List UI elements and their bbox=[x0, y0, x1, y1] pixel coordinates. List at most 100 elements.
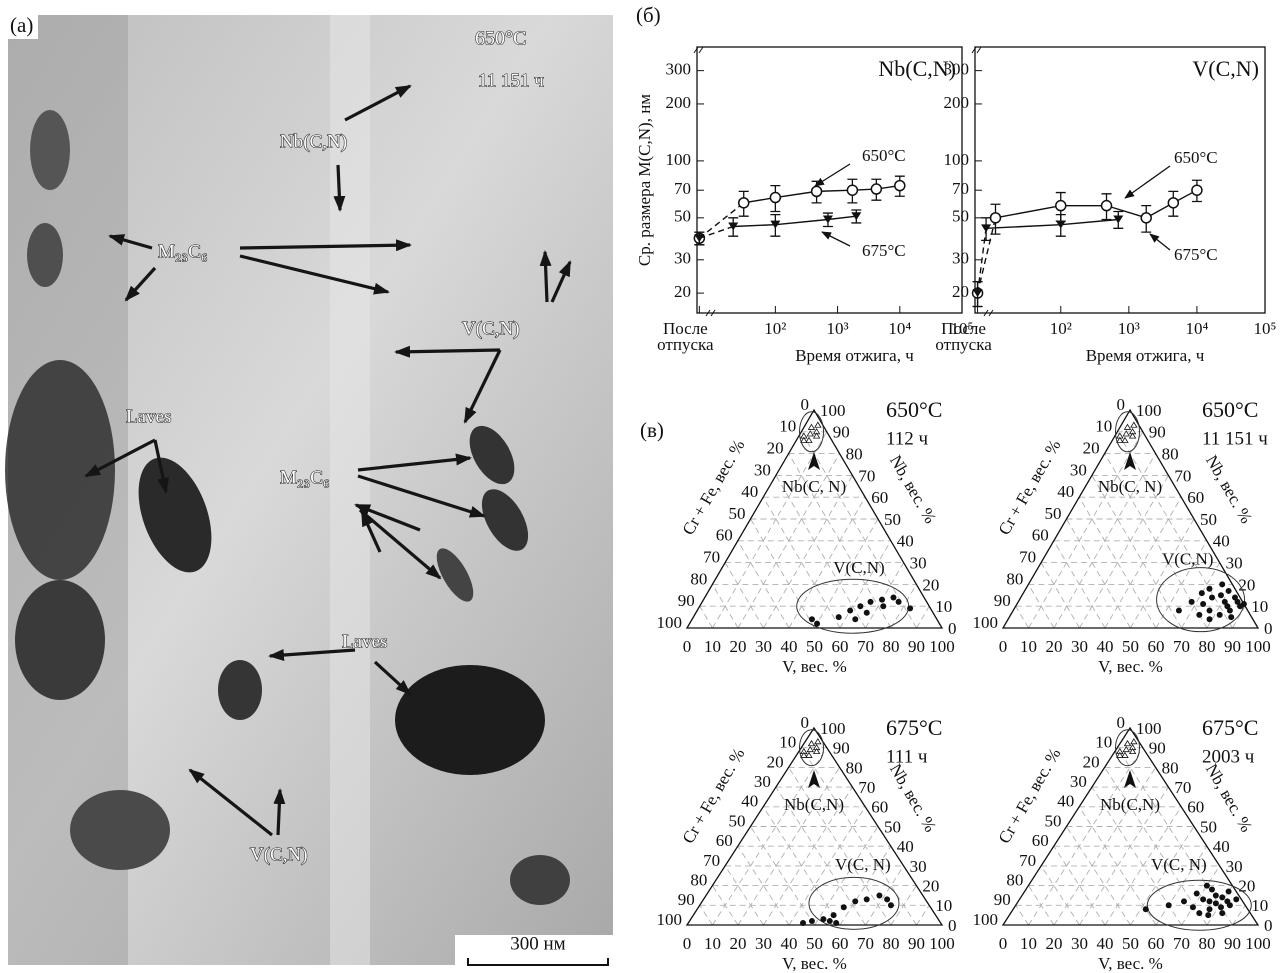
point bbox=[831, 912, 837, 918]
series-arrow bbox=[822, 232, 850, 246]
scale-label: 300 нм bbox=[510, 933, 565, 954]
right-tick-label: 60 bbox=[1187, 488, 1204, 507]
left-tick-label: 20 bbox=[767, 752, 784, 771]
temperature: 650°C bbox=[475, 28, 526, 50]
y-tick-label: 70 bbox=[952, 179, 969, 198]
x-tick-label: 10² bbox=[1050, 319, 1072, 338]
bottom-tick-label: 70 bbox=[1173, 637, 1190, 656]
left-tick-label: 100 bbox=[657, 910, 683, 929]
grid-line bbox=[776, 475, 866, 628]
point bbox=[1209, 594, 1215, 600]
series-line bbox=[995, 190, 1196, 218]
x-tick-label: 10³ bbox=[1118, 319, 1140, 338]
right-tick-label: 90 bbox=[833, 739, 850, 758]
right-tick-label: 90 bbox=[1149, 739, 1166, 758]
point bbox=[1213, 900, 1219, 906]
x-tick-label: 10⁵ bbox=[1254, 319, 1277, 338]
left-tick-label: 20 bbox=[1083, 752, 1100, 771]
y-tick-label: 200 bbox=[666, 93, 692, 112]
left-tick-label: 0 bbox=[1117, 395, 1126, 414]
chart-title: V(C,N) bbox=[1192, 56, 1259, 81]
left-tick-label: 10 bbox=[779, 417, 796, 436]
region-label: Nb(C, N) bbox=[1098, 477, 1162, 496]
left-tick-label: 60 bbox=[716, 831, 733, 850]
left-tick-label: 40 bbox=[741, 792, 758, 811]
time: 111 ч bbox=[886, 746, 928, 767]
series-arrow bbox=[1150, 234, 1170, 250]
bottom-tick-label: 10 bbox=[1020, 637, 1037, 656]
right-tick-label: 60 bbox=[1187, 798, 1204, 817]
left-axis-label: Cr + Fe, вес. % bbox=[995, 436, 1065, 538]
right-tick-label: 40 bbox=[1213, 532, 1230, 551]
right-tick-label: 20 bbox=[1238, 877, 1255, 896]
annotation: Laves bbox=[342, 631, 387, 652]
point bbox=[868, 599, 874, 605]
bottom-axis-label: V, вес. % bbox=[1098, 657, 1163, 676]
right-tick-label: 20 bbox=[922, 575, 939, 594]
left-tick-label: 30 bbox=[1070, 772, 1087, 791]
right-tick-label: 40 bbox=[897, 532, 914, 551]
point bbox=[1204, 883, 1210, 889]
right-tick-label: 90 bbox=[833, 423, 850, 442]
bottom-tick-label: 100 bbox=[929, 637, 955, 656]
left-tick-label: 90 bbox=[994, 591, 1011, 610]
point bbox=[1124, 741, 1130, 746]
point bbox=[815, 739, 821, 744]
time: 112 ч bbox=[886, 428, 929, 449]
temperature: 650°C bbox=[1202, 397, 1258, 422]
series-label: 675°C bbox=[1174, 245, 1218, 264]
bottom-tick-label: 100 bbox=[929, 934, 955, 953]
point bbox=[815, 422, 821, 427]
y-tick-label: 100 bbox=[666, 150, 692, 169]
grid-line bbox=[700, 905, 713, 925]
left-tick-label: 40 bbox=[741, 482, 758, 501]
annotation: M₂₃C₆ bbox=[280, 467, 329, 488]
right-tick-label: 70 bbox=[858, 778, 875, 797]
grid-line bbox=[1131, 519, 1195, 628]
left-tick-label: 30 bbox=[1070, 460, 1087, 479]
right-tick-label: 60 bbox=[871, 798, 888, 817]
bottom-tick-label: 20 bbox=[1046, 637, 1063, 656]
point bbox=[1218, 592, 1224, 598]
left-tick-label: 30 bbox=[754, 460, 771, 479]
left-tick-label: 80 bbox=[690, 569, 707, 588]
particle bbox=[70, 790, 170, 870]
point bbox=[880, 603, 886, 609]
right-tick-label: 0 bbox=[948, 916, 957, 935]
left-tick-label: 80 bbox=[690, 871, 707, 890]
point bbox=[1217, 612, 1223, 618]
series-label: 650°C bbox=[1174, 148, 1218, 167]
x-axis-label: Время отжига, ч bbox=[795, 346, 914, 365]
region-label: V(C, N) bbox=[1151, 855, 1207, 874]
series-line bbox=[699, 226, 733, 238]
series-line bbox=[986, 219, 1118, 228]
grid-line bbox=[1080, 475, 1169, 628]
left-tick-label: 70 bbox=[703, 851, 720, 870]
point bbox=[1166, 902, 1172, 908]
right-tick-label: 40 bbox=[897, 837, 914, 856]
point bbox=[847, 185, 857, 195]
bottom-tick-label: 70 bbox=[857, 637, 874, 656]
point bbox=[1168, 198, 1178, 208]
bottom-tick-label: 40 bbox=[781, 637, 798, 656]
right-tick-label: 10 bbox=[935, 597, 952, 616]
left-tick-label: 60 bbox=[1032, 526, 1049, 545]
left-tick-label: 90 bbox=[678, 890, 695, 909]
left-tick-label: 50 bbox=[729, 811, 746, 830]
bottom-tick-label: 30 bbox=[755, 637, 772, 656]
point bbox=[1056, 201, 1066, 211]
bottom-tick-label: 0 bbox=[683, 934, 692, 953]
bottom-tick-label: 40 bbox=[1097, 637, 1114, 656]
point bbox=[890, 594, 896, 600]
point bbox=[1196, 612, 1202, 618]
point bbox=[896, 599, 902, 605]
left-tick-label: 0 bbox=[801, 713, 810, 732]
panel-label: (б) bbox=[636, 3, 661, 27]
point bbox=[1196, 910, 1202, 916]
grid-line bbox=[725, 866, 763, 925]
bottom-tick-label: 90 bbox=[908, 934, 925, 953]
region-label: V(C,N) bbox=[1162, 549, 1213, 568]
point bbox=[1207, 608, 1213, 614]
right-tick-label: 50 bbox=[884, 510, 901, 529]
panel-label: (a) bbox=[10, 13, 33, 37]
